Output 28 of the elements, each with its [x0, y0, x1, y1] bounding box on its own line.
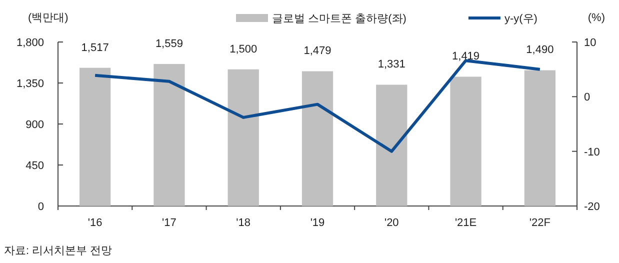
- data-label: 1,517: [81, 42, 109, 54]
- xtick: '22F: [529, 217, 550, 229]
- xtick: '21E: [454, 217, 477, 229]
- xtick: '18: [236, 217, 251, 229]
- y2tick: -20: [584, 201, 600, 213]
- y2tick: 0: [584, 92, 590, 104]
- data-label: 1,559: [155, 38, 183, 50]
- xtick: '17: [162, 217, 176, 229]
- legend-text: y-y(우): [504, 13, 538, 25]
- legend-text: 글로벌 스마트폰 출하량(좌): [272, 13, 406, 25]
- xtick: '20: [384, 217, 399, 229]
- data-label: 1,479: [304, 45, 332, 58]
- data-label: 1,331: [378, 58, 406, 71]
- y2tick: -10: [584, 146, 600, 158]
- xtick: '16: [88, 217, 102, 229]
- annotation: 자료: 리서치본부 전망: [4, 245, 112, 257]
- ylabel: (백만대): [28, 12, 68, 24]
- data-label: 1,490: [526, 44, 554, 56]
- y2tick: 10: [584, 37, 596, 49]
- ytick: 0: [38, 201, 44, 213]
- xtick: '19: [310, 217, 325, 229]
- data-label: 1,419: [452, 50, 480, 63]
- ytick: 1,350: [16, 78, 44, 90]
- ytick: 450: [26, 160, 44, 172]
- data-label: 1,500: [230, 43, 258, 56]
- ytick: 1,800: [16, 37, 44, 49]
- y2label: (%): [588, 12, 605, 24]
- ytick: 900: [26, 119, 44, 131]
